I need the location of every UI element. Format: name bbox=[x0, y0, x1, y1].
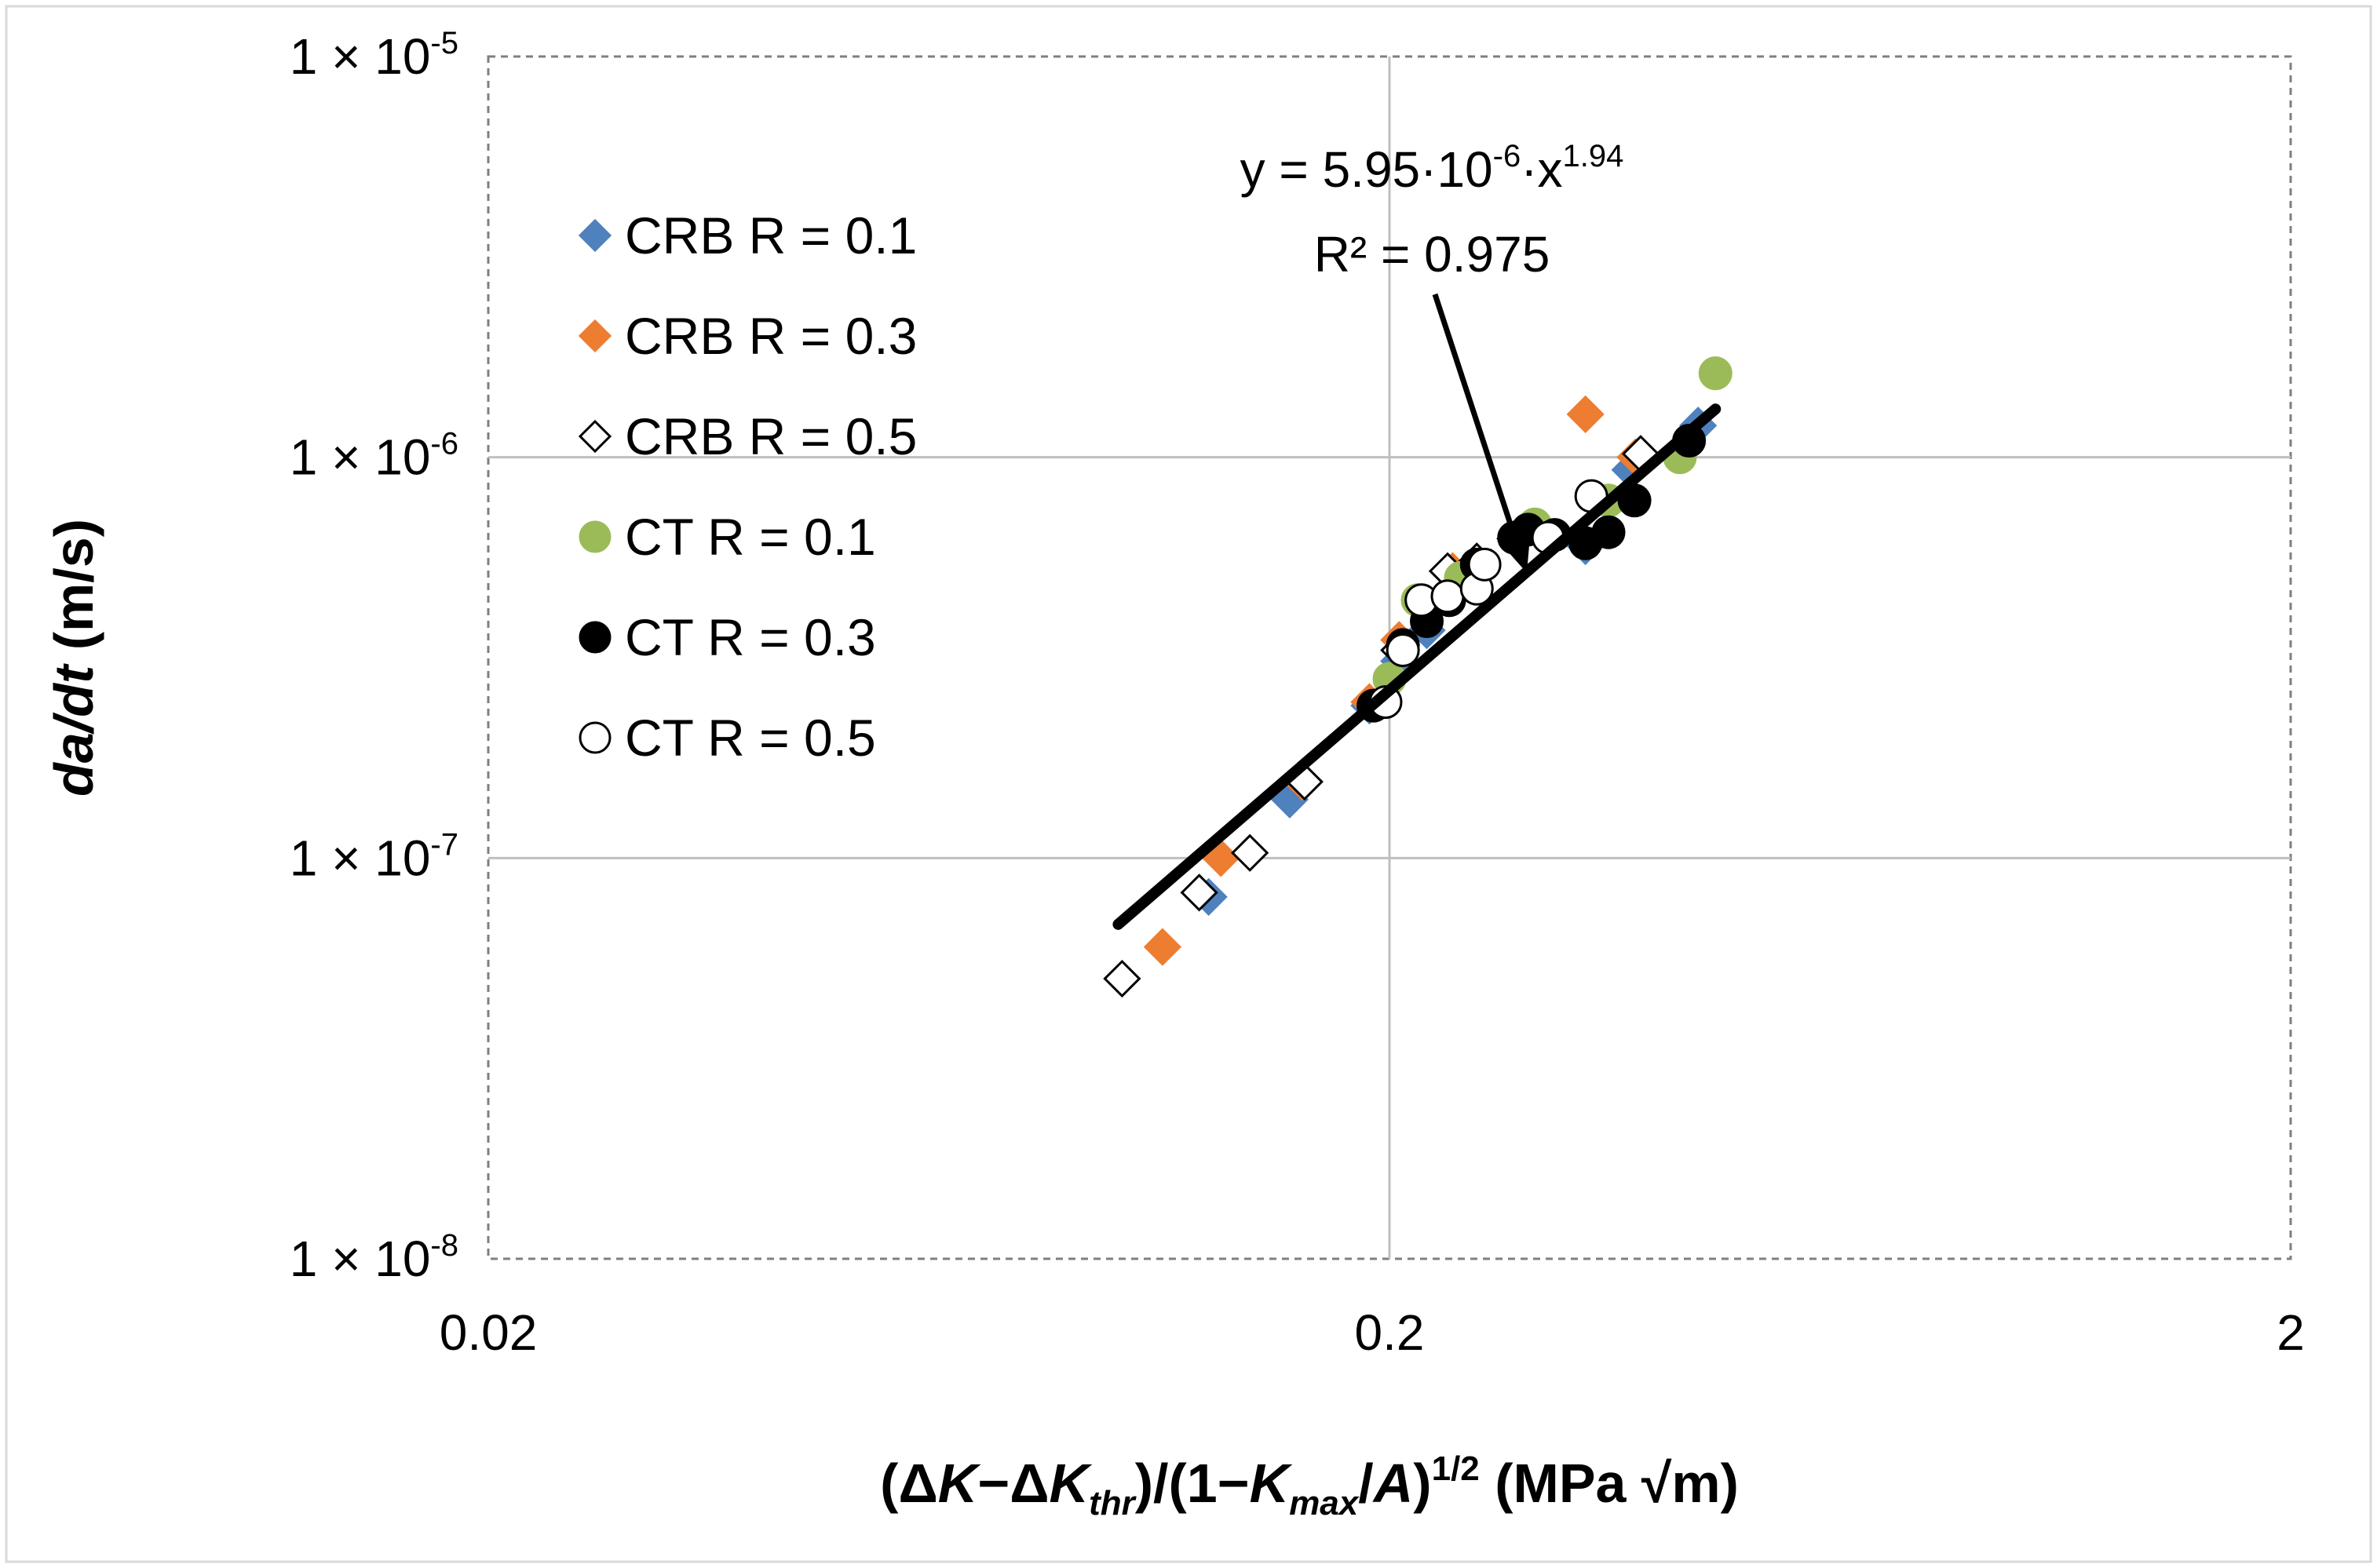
x-tick-label: 0.2 bbox=[1355, 1304, 1425, 1361]
legend-label: CT R = 0.3 bbox=[625, 608, 876, 666]
legend-marker bbox=[578, 419, 612, 454]
fit-annotation: y = 5.95·10-6·x1.94 R² = 0.975 bbox=[1240, 139, 1624, 573]
y-axis-title: da/dt (m/s) bbox=[43, 519, 104, 797]
legend-item: CRB R = 0.5 bbox=[578, 407, 917, 465]
x-title-sub-thr: thr bbox=[1089, 1484, 1137, 1522]
y-tick-base: 1 × 10 bbox=[290, 429, 431, 486]
data-point bbox=[1103, 959, 1141, 998]
y-axis-title-units: (m/s) bbox=[43, 519, 104, 665]
x-title-mid: )/(1− bbox=[1135, 1453, 1250, 1514]
y-tick-exponent: -8 bbox=[430, 1228, 458, 1263]
y-tick-exponent: -7 bbox=[430, 827, 458, 862]
x-title-k3: K bbox=[1250, 1453, 1293, 1514]
x-title-delta1: Δ bbox=[898, 1453, 937, 1514]
x-title-open: ( bbox=[880, 1453, 899, 1514]
y-tick-label: 1 × 10-7 bbox=[290, 827, 458, 886]
y-tick-label: 1 × 10-6 bbox=[290, 427, 458, 486]
fit-equation: y = 5.95·10-6·x1.94 bbox=[1240, 139, 1624, 198]
legend-marker bbox=[578, 319, 612, 353]
x-axis-title: (ΔK−ΔKthr)/(1−Kmax/A)1/2 (MPa √m) bbox=[880, 1449, 1739, 1522]
legend-label: CT R = 0.5 bbox=[625, 709, 876, 767]
legend: CRB R = 0.1 CRB R = 0.3 CRB R = 0.5 CT R = … bbox=[578, 206, 917, 767]
legend-marker bbox=[578, 218, 612, 253]
data-point bbox=[1386, 633, 1420, 668]
annotation-arrow-head bbox=[1496, 527, 1531, 573]
y-tick-base: 1 × 10 bbox=[290, 830, 431, 886]
legend-item: CT R = 0.1 bbox=[579, 508, 876, 566]
data-point bbox=[1180, 873, 1218, 912]
legend-item: CT R = 0.3 bbox=[579, 608, 876, 666]
x-title-sub-max: max bbox=[1289, 1484, 1360, 1522]
y-tick-exponent: -6 bbox=[430, 427, 458, 461]
data-point bbox=[1566, 395, 1605, 434]
data-point bbox=[1591, 515, 1626, 549]
x-tick-label: 2 bbox=[2277, 1304, 2305, 1361]
legend-item: CRB R = 0.3 bbox=[578, 307, 917, 365]
y-tick-label: 1 × 10-8 bbox=[290, 1228, 458, 1287]
y-tick-base: 1 × 10 bbox=[290, 28, 431, 85]
fit-layer bbox=[1112, 403, 1722, 930]
y-axis-title-italic: da/dt bbox=[43, 663, 104, 797]
legend-marker bbox=[579, 520, 612, 553]
x-title-a: A bbox=[1372, 1453, 1414, 1514]
y-tick-label: 1 × 10-5 bbox=[290, 26, 458, 85]
y-axis-ticks: 1 × 10-81 × 10-71 × 10-61 × 10-5 bbox=[290, 26, 458, 1287]
legend-label: CT R = 0.1 bbox=[625, 508, 876, 566]
data-point bbox=[1698, 356, 1733, 391]
x-title-slash: / bbox=[1358, 1453, 1373, 1514]
x-title-k2: K bbox=[1050, 1453, 1093, 1514]
x-title-units: (MPa √m) bbox=[1480, 1453, 1739, 1514]
fit-equation-x: ·x bbox=[1521, 141, 1562, 198]
x-title-minus: − bbox=[977, 1453, 1010, 1514]
legend-item: CT R = 0.5 bbox=[579, 709, 876, 767]
data-point bbox=[1231, 833, 1269, 872]
legend-label: CRB R = 0.1 bbox=[625, 206, 917, 264]
data-point bbox=[1430, 579, 1465, 614]
data-point bbox=[1467, 547, 1502, 582]
legend-label: CRB R = 0.3 bbox=[625, 307, 917, 365]
fit-equation-exp1: -6 bbox=[1493, 139, 1521, 173]
x-title-k1: K bbox=[938, 1453, 981, 1514]
legend-marker bbox=[579, 721, 612, 754]
legend-marker bbox=[579, 621, 612, 654]
x-title-exp: 1/2 bbox=[1432, 1449, 1480, 1488]
figure-border bbox=[5, 5, 2372, 1563]
data-point bbox=[1143, 928, 1182, 966]
x-tick-label: 0.02 bbox=[440, 1304, 538, 1361]
y-tick-exponent: -5 bbox=[430, 26, 458, 60]
fit-r-squared: R² = 0.975 bbox=[1314, 226, 1550, 283]
x-axis-ticks: 0.02 0.2 2 bbox=[440, 1304, 2305, 1361]
fit-line bbox=[1112, 403, 1722, 930]
x-title-delta2: Δ bbox=[1010, 1453, 1049, 1514]
annotation-arrow-shaft bbox=[1432, 293, 1518, 540]
y-tick-base: 1 × 10 bbox=[290, 1231, 431, 1287]
x-title-close: ) bbox=[1413, 1453, 1431, 1514]
fit-equation-exp2: 1.94 bbox=[1563, 139, 1624, 173]
legend-label: CRB R = 0.5 bbox=[625, 407, 917, 465]
fit-equation-main: y = 5.95·10 bbox=[1240, 141, 1493, 198]
legend-item: CRB R = 0.1 bbox=[578, 206, 917, 264]
